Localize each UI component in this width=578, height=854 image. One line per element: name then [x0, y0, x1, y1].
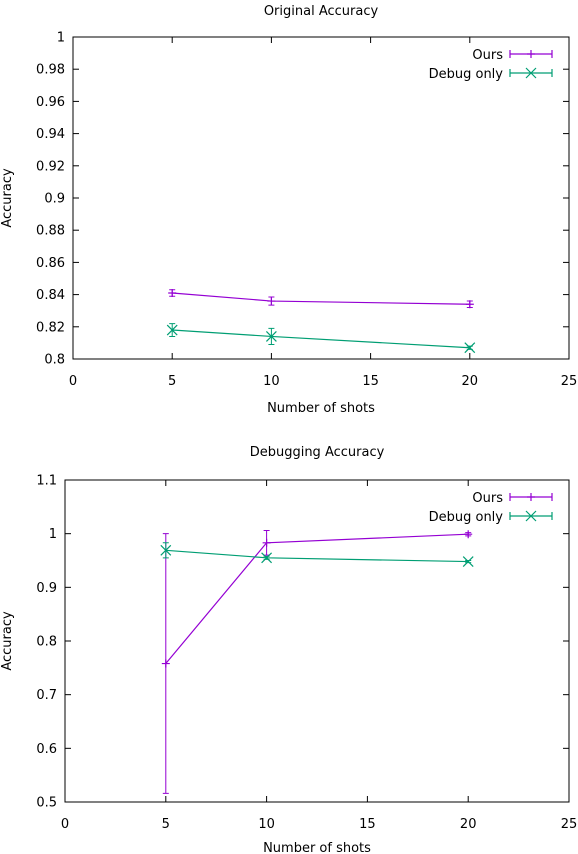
data-point	[465, 300, 474, 309]
legend-entry: Ours	[472, 491, 553, 506]
data-point	[462, 556, 474, 567]
x-tick-label: 15	[362, 374, 379, 389]
y-tick-label: 0.6	[36, 742, 57, 757]
x-tick-label: 20	[462, 374, 479, 389]
y-tick-label: 0.7	[36, 688, 57, 703]
data-point	[262, 538, 271, 547]
chart-title: Debugging Accuracy	[250, 445, 385, 460]
data-point	[161, 659, 170, 668]
data-point	[168, 288, 177, 297]
y-tick-label: 1	[57, 31, 65, 46]
y-tick-label: 0.9	[36, 581, 57, 596]
legend-label: Debug only	[429, 67, 504, 82]
chart-1: Original Accuracy 0.8 0.82 0.84 0.86 0.88 0.9 0…	[0, 4, 577, 416]
series-debug-only	[160, 542, 474, 567]
y-tick-label: 0.86	[36, 256, 65, 271]
legend-marker	[527, 50, 535, 58]
x-tick-label: 25	[561, 817, 578, 832]
series-line	[165, 549, 469, 563]
x-axis-label: Number of shots	[263, 841, 371, 854]
legend-label: Debug only	[429, 510, 504, 525]
y-axis-label: Accuracy	[0, 168, 15, 228]
data-point	[464, 530, 473, 539]
legend-label: Ours	[472, 491, 503, 506]
y-tick-label: 0.96	[36, 95, 65, 110]
chart-2: Debugging Accuracy 0.5 0.6 0.7 0.8 0.9 1 1.1 0 5 1…	[0, 445, 577, 854]
series-ours	[168, 288, 474, 309]
y-tick-label: 1	[49, 527, 57, 542]
legend-entry: Debug only	[429, 67, 553, 82]
y-tick-label: 1.1	[36, 474, 57, 489]
x-tick-label: 10	[258, 817, 275, 832]
y-tick-label: 0.94	[36, 127, 65, 142]
y-axis-label: Accuracy	[0, 611, 15, 671]
y-tick-label: 0.8	[36, 635, 57, 650]
x-tick-label: 25	[561, 374, 578, 389]
legend-marker	[525, 510, 537, 522]
series-line	[172, 292, 470, 305]
y-tick-label: 0.9	[44, 192, 65, 207]
y-tick-label: 0.82	[36, 320, 65, 335]
y-tick-label: 0.98	[36, 63, 65, 78]
series-ours	[161, 529, 473, 794]
legend-entry: Debug only	[429, 510, 553, 525]
series-line	[172, 329, 470, 349]
y-tick-label: 0.92	[36, 159, 65, 174]
x-tick-label: 5	[162, 817, 170, 832]
data-point	[261, 552, 273, 564]
plot-frame	[64, 479, 570, 803]
data-point	[166, 324, 178, 336]
series-debug-only	[166, 323, 476, 354]
data-point	[265, 331, 277, 342]
legend-marker	[527, 493, 535, 501]
y-tick-label: 0.88	[36, 224, 65, 239]
legend-entry: Ours	[472, 48, 553, 63]
data-point	[464, 342, 476, 354]
data-point	[267, 297, 276, 306]
x-tick-label: 0	[61, 817, 69, 832]
x-tick-label: 20	[460, 817, 477, 832]
plot-frame	[72, 36, 570, 360]
x-tick-label: 15	[359, 817, 376, 832]
x-tick-label: 0	[69, 374, 77, 389]
data-point	[160, 544, 172, 556]
x-tick-label: 10	[263, 374, 280, 389]
chart-title: Original Accuracy	[264, 4, 379, 19]
legend-label: Ours	[472, 48, 503, 63]
y-tick-label: 0.5	[36, 796, 57, 811]
x-tick-label: 5	[168, 374, 176, 389]
legend-marker	[525, 67, 537, 79]
x-axis-label: Number of shots	[267, 401, 375, 416]
y-tick-label: 0.84	[36, 288, 65, 303]
y-tick-label: 0.8	[44, 353, 65, 368]
